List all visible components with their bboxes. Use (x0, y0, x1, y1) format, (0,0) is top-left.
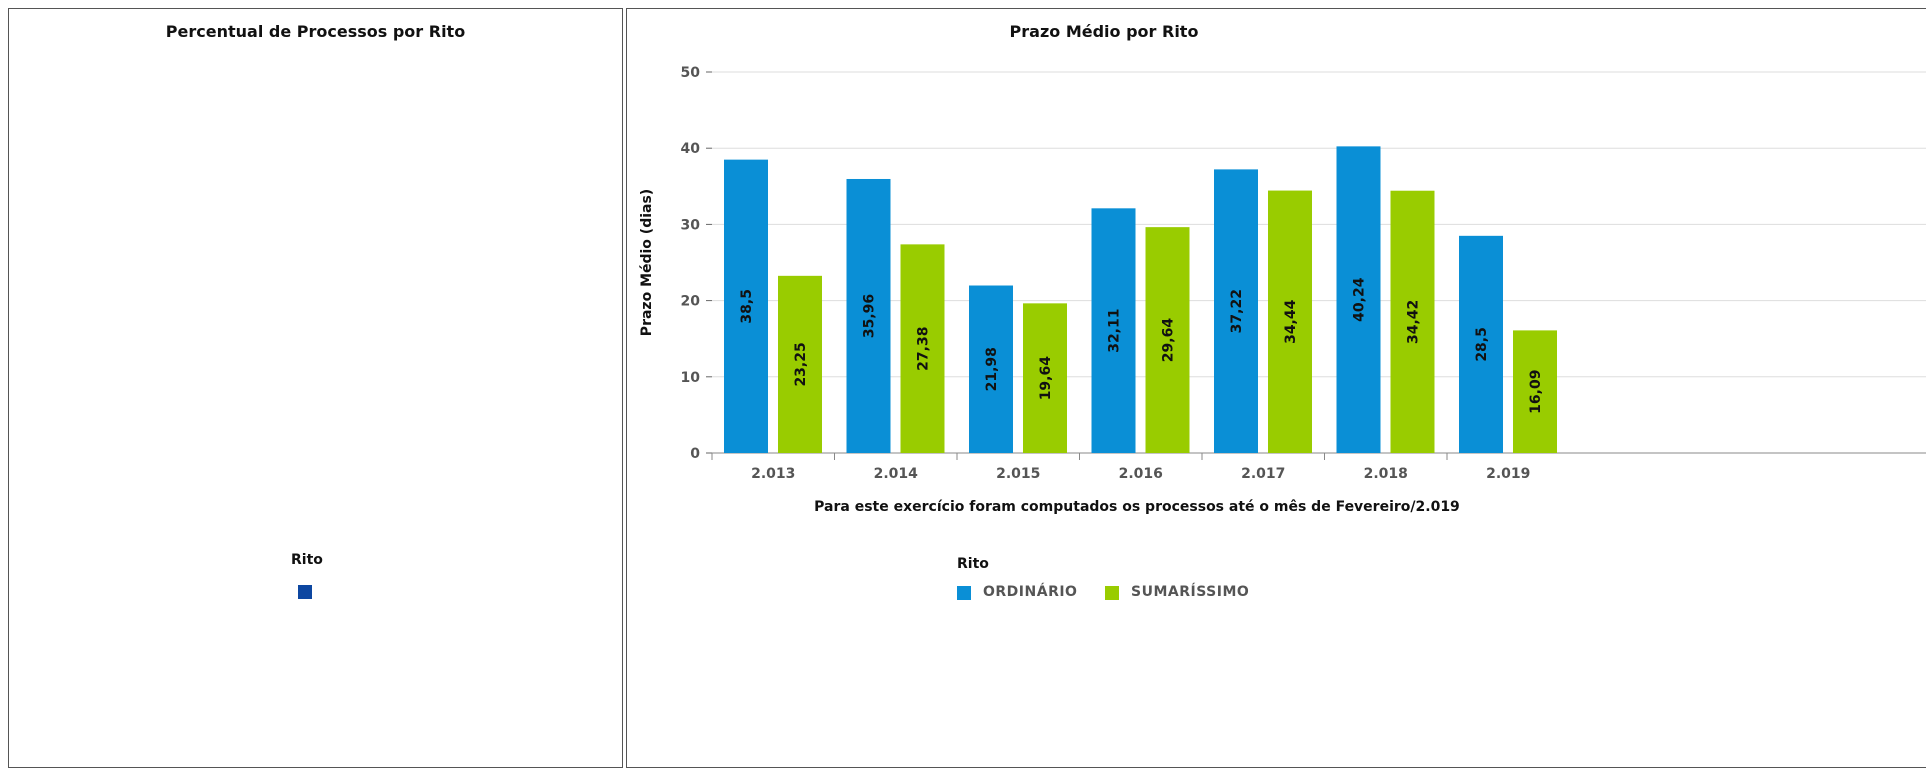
bar-sumarissimo (778, 275, 822, 453)
x-tick-label: 2.014 (874, 466, 919, 482)
data-label: 38,5 (739, 289, 755, 324)
bar-sumarissimo (1390, 190, 1435, 453)
x-tick-label: 2.019 (1486, 466, 1530, 482)
x-axis-label: Para este exercício foram computados os … (814, 499, 1460, 515)
y-tick-label: 30 (681, 217, 701, 233)
data-label: 16,09 (1528, 370, 1544, 414)
bar-chart-title: Prazo Médio por Rito (1009, 22, 1199, 41)
bar-sumarissimo (1268, 190, 1312, 453)
bar-ordinario (969, 285, 1013, 453)
legend-swatch-sumarissimo (1105, 586, 1119, 600)
bar-ordinario (724, 159, 768, 453)
data-label: 32,11 (1107, 309, 1123, 353)
bar-chart-panel: Prazo Médio por Rito 0 10 20 30 40 50 Prazo Mé… (626, 8, 1926, 768)
data-label: 29,64 (1161, 318, 1177, 363)
pie-legend-title: Rito (291, 552, 323, 568)
data-label: 34,42 (1406, 300, 1422, 344)
pie-legend-swatch (298, 585, 312, 599)
data-label: 40,24 (1352, 277, 1368, 322)
bar-sumarissimo (900, 244, 945, 453)
x-tick-label: 2.018 (1364, 466, 1408, 482)
bar-ordinario (1091, 208, 1136, 453)
bar-sumarissimo (1023, 303, 1067, 453)
legend-label-ordinario: ORDINÁRIO (983, 584, 1078, 600)
legend-swatch-ordinario (957, 586, 971, 600)
y-axis-label: Prazo Médio (dias) (639, 189, 655, 336)
x-tick-label: 2.016 (1119, 466, 1163, 482)
data-label: 28,5 (1474, 327, 1490, 362)
x-tick-label: 2.017 (1241, 466, 1285, 482)
pie-chart-panel: Percentual de Processos por Rito Rito (8, 8, 623, 768)
data-label: 35,96 (862, 294, 878, 338)
y-tick-label: 40 (681, 141, 701, 157)
data-label: 27,38 (916, 327, 932, 371)
bar-sumarissimo (1145, 227, 1190, 453)
x-tick-label: 2.015 (996, 466, 1040, 482)
bar-ordinario (846, 178, 891, 453)
bar-ordinario (1336, 146, 1381, 453)
y-tick-label: 20 (681, 294, 701, 310)
x-tick-label: 2.013 (751, 466, 795, 482)
pie-chart-title: Percentual de Processos por Rito (165, 22, 466, 41)
y-tick-label: 0 (690, 446, 700, 462)
data-label: 34,44 (1283, 299, 1299, 344)
data-label: 23,25 (793, 342, 809, 386)
bar-ordinario (1214, 169, 1258, 453)
data-label: 37,22 (1229, 289, 1245, 333)
y-tick-label: 50 (681, 65, 701, 81)
bar-chart-plot: 0 10 20 30 40 50 Prazo Médio (dias) 2.013 38,5 23… (639, 65, 1926, 515)
data-label: 19,64 (1038, 356, 1054, 401)
bar-sumarissimo (1513, 330, 1557, 453)
bar-ordinario (1459, 235, 1503, 453)
legend-label-sumarissimo: SUMARÍSSIMO (1131, 584, 1250, 600)
data-label: 21,98 (984, 347, 1000, 391)
bar-legend-title: Rito (957, 556, 989, 572)
y-tick-label: 10 (681, 370, 701, 386)
